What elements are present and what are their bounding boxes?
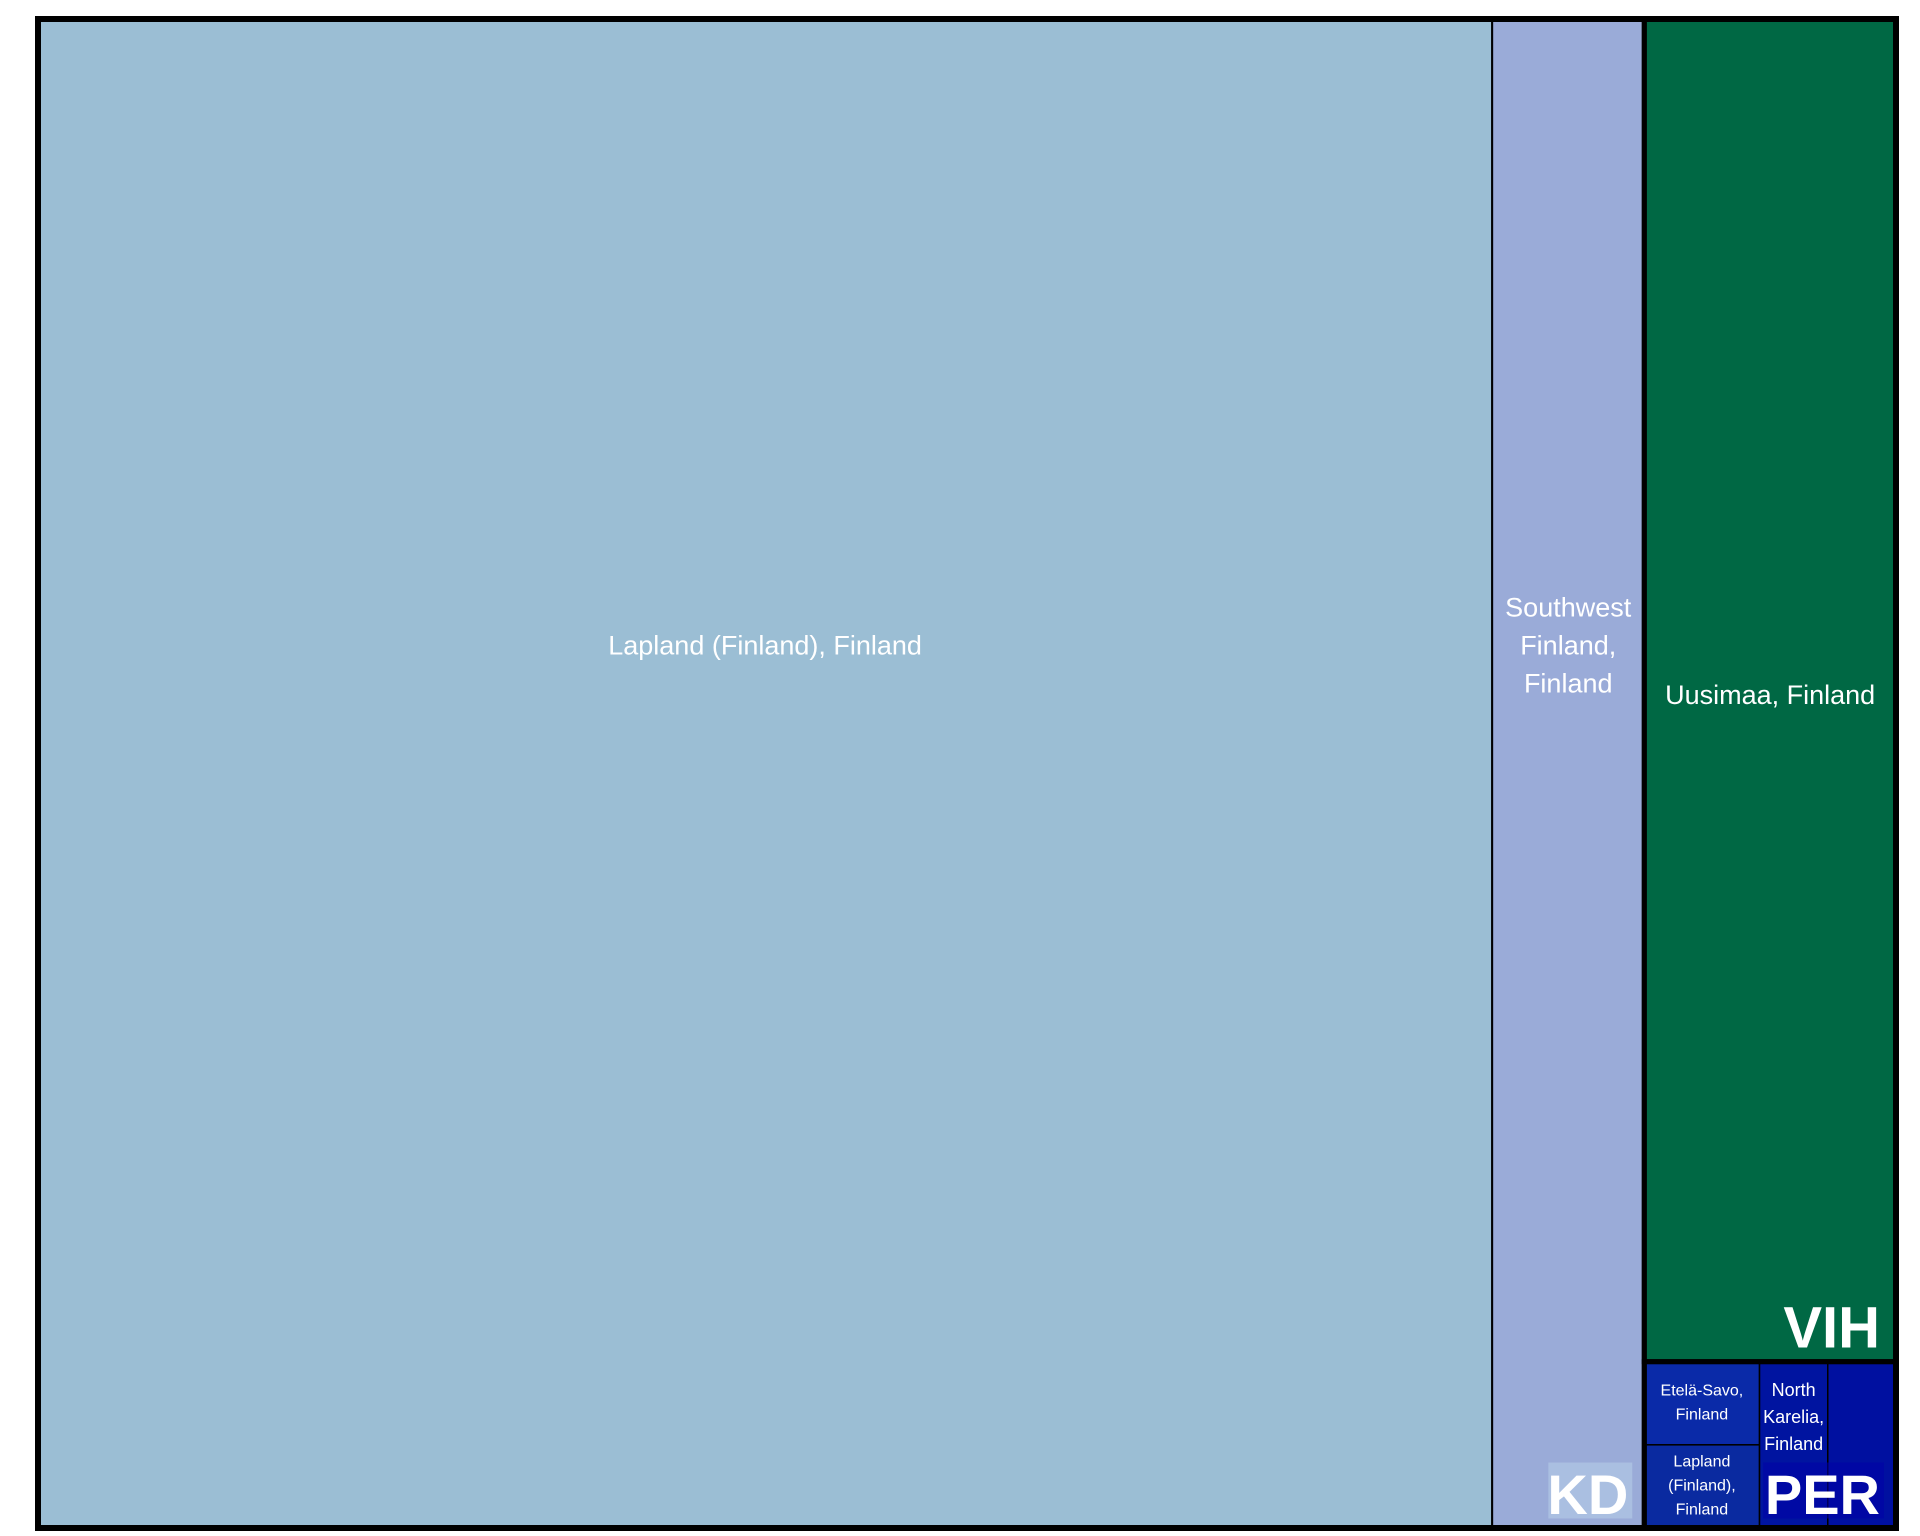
treemap-cell-kd-southwest-finland-finland <box>1491 18 1646 1529</box>
cell-label-kd-lapland-finland-finland: Lapland (Finland), Finland <box>608 631 922 661</box>
cell-label-vih-uusimaa-finland: Uusimaa, Finland <box>1665 680 1875 710</box>
group-label-bg-kd <box>1548 1462 1633 1519</box>
cell-label-per-lapland-finland-finland: Lapland (Finland), Finland <box>1668 1454 1736 1519</box>
treemap-cell-per-etel-savo-finland <box>1643 1360 1761 1446</box>
treemap-cell-kd-lapland-finland-finland <box>37 18 1494 1529</box>
group-label-per: PER <box>1765 1463 1880 1526</box>
cell-label-kd-southwest-finland-finland: Southwest Finland, Finland <box>1505 593 1632 699</box>
group-label-vih: VIH <box>1783 1296 1880 1361</box>
group-label-kd: KD <box>1547 1463 1628 1526</box>
cell-label-per-north-karelia-finland: North Karelia, Finland <box>1763 1380 1824 1454</box>
cell-label-per-etel-savo-finland: Etelä-Savo, Finland <box>1661 1382 1744 1423</box>
treemap-outer-frame <box>35 16 1899 1531</box>
group-label-bg-per <box>1763 1462 1884 1519</box>
